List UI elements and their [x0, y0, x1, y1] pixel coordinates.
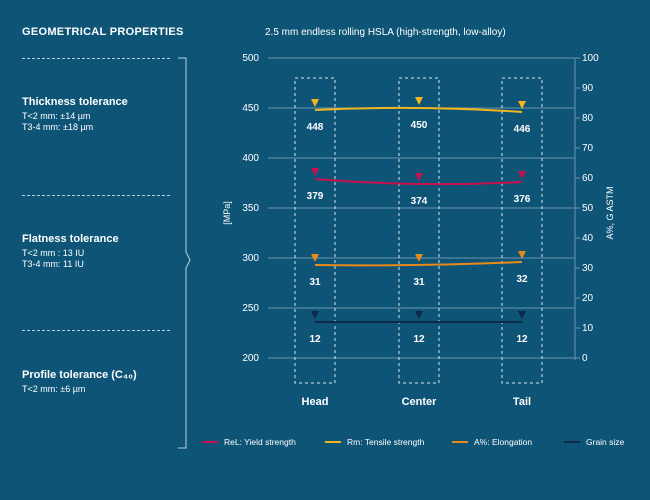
right-tick-label: 30 [582, 263, 594, 274]
panel-heading: GEOMETRICAL PROPERTIES [22, 26, 184, 38]
series-marker [415, 311, 423, 319]
data-label: 450 [411, 120, 428, 131]
category-box [398, 77, 440, 384]
left-tick-label: 350 [242, 203, 259, 214]
data-label: 12 [309, 334, 321, 345]
left-tick-label: 450 [242, 103, 259, 114]
left-axis-label: [MPa] [222, 201, 232, 225]
data-label: 12 [413, 334, 425, 345]
data-label: 446 [514, 124, 531, 135]
left-tick-label: 400 [242, 153, 259, 164]
right-tick-label: 20 [582, 293, 594, 304]
category-label: Head [302, 396, 329, 408]
section-title: Thickness tolerance [22, 96, 128, 108]
legend-label: A%: Elongation [474, 437, 532, 447]
series-marker [518, 311, 526, 319]
series-marker [415, 173, 423, 181]
profile-tolerance-section: Profile tolerance (C₄₀) T<2 mm: ±6 µm [22, 369, 192, 395]
right-axis-label: A%, G ASTM [605, 186, 615, 239]
series-marker [311, 99, 319, 107]
series-marker [415, 97, 423, 105]
legend-label: ReL: Yield strength [224, 437, 296, 447]
category-box [294, 77, 336, 384]
data-label: 374 [411, 196, 428, 207]
data-label: 448 [307, 122, 324, 133]
right-tick-label: 70 [582, 143, 594, 154]
left-tick-label: 300 [242, 253, 259, 264]
right-tick-label: 50 [582, 203, 594, 214]
geometrical-properties-panel: GEOMETRICAL PROPERTIES Thickness toleran… [0, 0, 200, 500]
section-title: Flatness tolerance [22, 233, 119, 245]
divider [22, 58, 170, 59]
series-marker [311, 311, 319, 319]
series-marker [311, 254, 319, 262]
section-line: T3-4 mm: ±18 µm [22, 122, 94, 132]
legend-label: Grain size [586, 437, 625, 447]
left-tick-label: 500 [242, 53, 259, 64]
legend-label: Rm: Tensile strength [347, 437, 425, 447]
data-label: 379 [307, 191, 324, 202]
divider [22, 195, 170, 196]
right-tick-label: 80 [582, 113, 594, 124]
series-marker [311, 168, 319, 176]
thickness-tolerance-section: Thickness tolerance T<2 mm: ±14 µm T3-4 … [22, 96, 192, 133]
series-line [314, 261, 523, 267]
chart-title: 2.5 mm endless rolling HSLA (high-streng… [265, 27, 506, 38]
series-line [314, 178, 523, 186]
series-marker [518, 171, 526, 179]
section-title: Profile tolerance (C₄₀) [22, 369, 137, 381]
right-tick-label: 100 [582, 53, 599, 64]
right-tick-label: 40 [582, 233, 594, 244]
panel-brace [178, 57, 191, 449]
left-tick-label: 250 [242, 303, 259, 314]
left-tick-label: 200 [242, 353, 259, 364]
category-label: Tail [513, 396, 531, 408]
right-tick-label: 0 [582, 353, 588, 364]
right-tick-label: 60 [582, 173, 594, 184]
right-tick-label: 90 [582, 83, 594, 94]
category-box [501, 77, 543, 384]
data-label: 12 [516, 334, 528, 345]
section-line: T<2 mm : 13 IU [22, 248, 85, 258]
right-tick-label: 10 [582, 323, 594, 334]
series-marker [518, 101, 526, 109]
data-label: 31 [309, 277, 321, 288]
data-label: 32 [516, 274, 528, 285]
divider [22, 330, 170, 331]
category-label: Center [402, 396, 438, 408]
data-label: 376 [514, 194, 531, 205]
section-line: T<2 mm: ±6 µm [22, 384, 86, 394]
series-line [314, 106, 523, 113]
section-line: T<2 mm: ±14 µm [22, 111, 91, 121]
data-label: 31 [413, 277, 425, 288]
series-marker [518, 251, 526, 259]
series-marker [415, 254, 423, 262]
section-line: T3-4 mm: 11 IU [22, 259, 84, 269]
flatness-tolerance-section: Flatness tolerance T<2 mm : 13 IU T3-4 m… [22, 233, 192, 270]
